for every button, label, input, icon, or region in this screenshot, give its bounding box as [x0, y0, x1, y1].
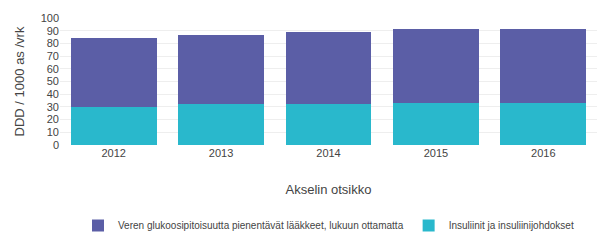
svg-text:0: 0: [53, 139, 59, 151]
svg-text:60: 60: [47, 63, 59, 75]
svg-text:2013: 2013: [209, 147, 233, 159]
svg-text:100: 100: [41, 12, 59, 24]
svg-text:2015: 2015: [424, 147, 448, 159]
svg-text:Insuliinit ja insuliinijohdoks: Insuliinit ja insuliinijohdokset: [449, 220, 574, 231]
svg-text:40: 40: [47, 88, 59, 100]
svg-text:2014: 2014: [316, 147, 340, 159]
svg-text:70: 70: [47, 50, 59, 62]
svg-text:Akselin otsikko: Akselin otsikko: [286, 182, 372, 197]
svg-text:2016: 2016: [531, 147, 555, 159]
svg-text:90: 90: [47, 25, 59, 37]
svg-text:50: 50: [47, 75, 59, 87]
svg-text:20: 20: [47, 113, 59, 125]
svg-text:80: 80: [47, 37, 59, 49]
svg-text:DDD / 1000 as /vrk: DDD / 1000 as /vrk: [12, 26, 27, 136]
svg-text:10: 10: [47, 126, 59, 138]
svg-text:2012: 2012: [101, 147, 125, 159]
svg-text:Veren glukoosipitoisuutta pien: Veren glukoosipitoisuutta pienentävät lä…: [118, 220, 404, 231]
svg-text:30: 30: [47, 101, 59, 113]
